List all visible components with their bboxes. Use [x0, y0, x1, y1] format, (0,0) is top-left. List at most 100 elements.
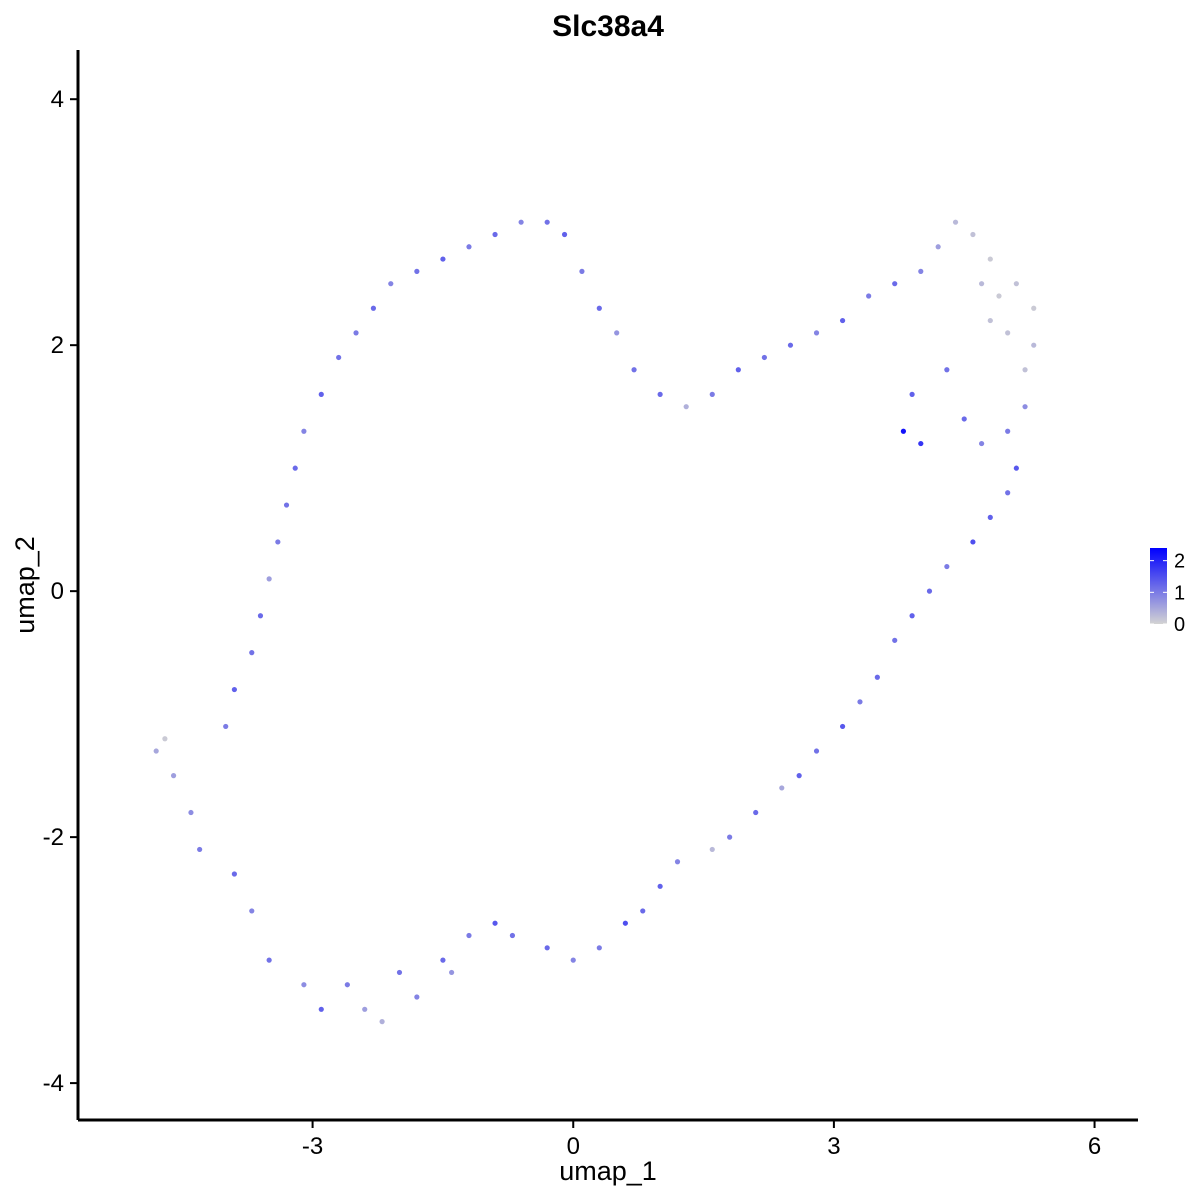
- data-point: [579, 268, 585, 274]
- data-point: [900, 428, 907, 434]
- data-point: [866, 293, 872, 299]
- data-point: [874, 674, 880, 680]
- data-point: [987, 514, 993, 520]
- data-point: [544, 945, 550, 951]
- colorbar-label: 2: [1174, 551, 1185, 573]
- data-point: [779, 785, 785, 791]
- data-point: [440, 256, 446, 262]
- data-point: [518, 219, 524, 225]
- data-point: [987, 317, 993, 324]
- data-point: [596, 945, 602, 951]
- data-point: [1013, 465, 1019, 471]
- data-point: [266, 576, 272, 582]
- data-point: [892, 637, 898, 643]
- data-point: [631, 367, 637, 373]
- data-point: [197, 846, 203, 853]
- data-point: [449, 969, 455, 976]
- data-point: [370, 305, 377, 311]
- data-point: [761, 354, 767, 361]
- data-point: [561, 231, 568, 238]
- data-point: [362, 1006, 368, 1012]
- data-point: [918, 268, 924, 274]
- data-point: [1005, 428, 1011, 434]
- data-point: [266, 957, 272, 963]
- data-point: [396, 969, 403, 976]
- data-point: [935, 244, 941, 250]
- data-point: [657, 391, 663, 397]
- x-tick-label: -3: [302, 1133, 323, 1160]
- x-ticks: -3 0 3 6: [302, 1120, 1101, 1160]
- data-point: [379, 1019, 385, 1025]
- data-point: [918, 440, 924, 447]
- chart-title: Slc38a4: [552, 10, 664, 43]
- data-point: [839, 317, 846, 324]
- data-point: [544, 219, 550, 225]
- data-point: [970, 539, 976, 545]
- data-point: [275, 539, 281, 545]
- data-point: [961, 416, 967, 422]
- data-point: [153, 748, 159, 754]
- data-point: [257, 613, 264, 619]
- data-point: [388, 281, 394, 287]
- data-point: [727, 834, 733, 840]
- data-point: [909, 613, 915, 619]
- data-point: [683, 404, 689, 410]
- x-axis-title: umap_1: [559, 1156, 657, 1186]
- y-tick-label: -2: [43, 824, 64, 851]
- data-point: [596, 305, 602, 311]
- data-point: [944, 367, 950, 373]
- data-point: [926, 588, 933, 594]
- data-point: [979, 440, 985, 447]
- colorbar-label: 0: [1174, 614, 1185, 636]
- x-tick-label: 3: [827, 1133, 840, 1160]
- data-point: [414, 268, 420, 274]
- data-point: [344, 982, 350, 988]
- data-point: [1031, 342, 1037, 348]
- data-point: [1005, 330, 1011, 336]
- x-tick-label: 6: [1088, 1133, 1101, 1160]
- data-point: [292, 465, 298, 471]
- y-tick-label: 2: [51, 332, 64, 359]
- data-point: [857, 699, 863, 705]
- data-point: [735, 367, 741, 373]
- y-tick-label: 0: [51, 578, 64, 605]
- data-point: [223, 723, 229, 730]
- data-point: [301, 982, 307, 988]
- data-point: [952, 219, 959, 225]
- data-point: [839, 723, 846, 730]
- data-point: [231, 686, 237, 693]
- data-point: [231, 871, 237, 877]
- data-point: [492, 231, 498, 238]
- data-point: [466, 932, 472, 939]
- data-point: [492, 920, 498, 926]
- data-point: [301, 428, 307, 434]
- data-point: [996, 293, 1002, 299]
- data-point: [440, 957, 446, 963]
- data-point: [318, 391, 324, 397]
- y-tick-label: 4: [51, 86, 64, 113]
- data-point: [1005, 490, 1011, 496]
- data-point: [414, 994, 420, 1000]
- colorbar-label: 1: [1174, 582, 1185, 604]
- data-point: [640, 908, 646, 914]
- data-point: [1013, 281, 1019, 287]
- y-ticks: -4 -2 0 2 4: [43, 86, 78, 1097]
- data-point: [336, 354, 342, 361]
- data-point: [249, 650, 255, 656]
- data-point: [813, 748, 820, 754]
- data-point: [657, 883, 663, 889]
- colorbar: [1150, 548, 1167, 624]
- data-point: [944, 563, 950, 570]
- data-point: [970, 231, 976, 238]
- data-point: [787, 342, 794, 348]
- data-point: [709, 846, 715, 853]
- data-point: [1022, 367, 1028, 373]
- x-tick-label: 0: [567, 1133, 580, 1160]
- data-point: [753, 809, 759, 816]
- data-point: [979, 281, 985, 287]
- data-point: [249, 908, 255, 914]
- data-point: [318, 1006, 324, 1012]
- data-point: [353, 330, 359, 336]
- data-point: [892, 281, 898, 287]
